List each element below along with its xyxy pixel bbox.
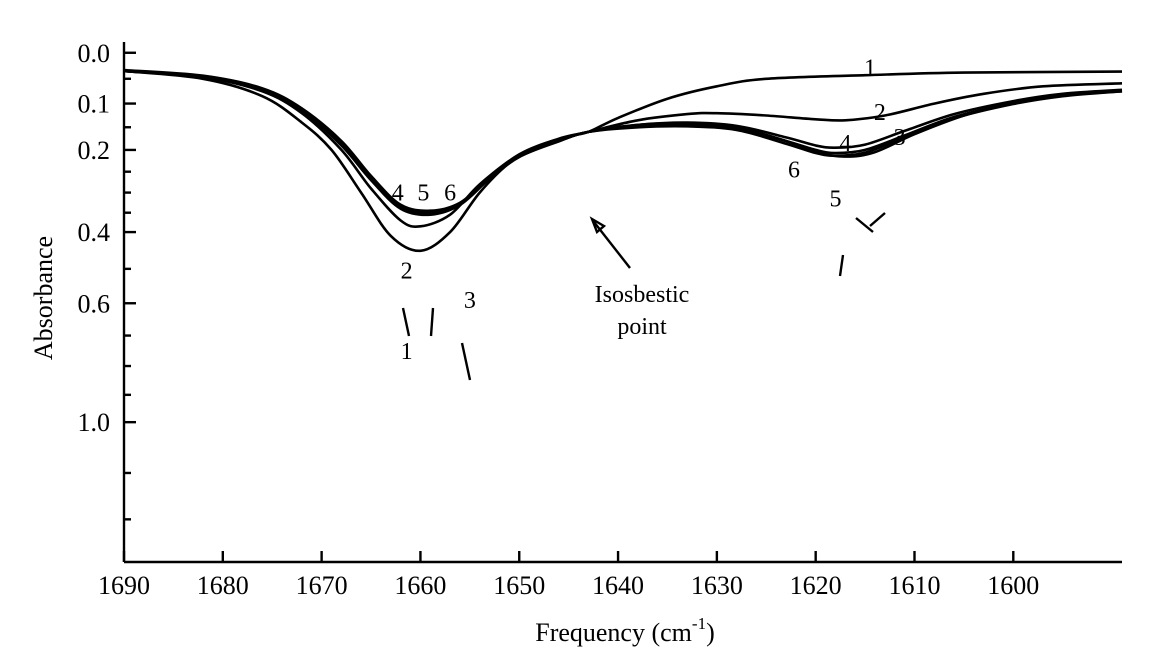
curve-label-4: 4 (392, 181, 404, 207)
isosbestic-label-line1: Isosbestic (595, 282, 690, 308)
spectrum-curve-4 (123, 68, 1123, 213)
curve-label-3: 3 (894, 125, 906, 151)
pointer-4-right (855, 217, 874, 233)
spectrum-curve-6 (123, 69, 1123, 215)
pointer-3-left (460, 342, 472, 381)
x-axis-title-sup: -1 (692, 614, 706, 633)
x-axis-title: Frequency (cm-1) (535, 614, 715, 647)
curve-label-5: 5 (829, 187, 841, 213)
x-tick-label: 1660 (394, 571, 446, 600)
curve-label-6: 6 (788, 158, 800, 184)
x-tick-label: 1640 (592, 571, 644, 600)
x-tick-label: 1650 (493, 571, 545, 600)
curve-label-1: 1 (401, 339, 413, 365)
curve-label-2: 2 (874, 100, 886, 126)
curve-label-3: 3 (464, 288, 476, 314)
curve-label-4: 4 (839, 131, 851, 157)
y-tick-label: 0.0 (78, 39, 111, 68)
isosbestic-label-line2: point (617, 314, 667, 340)
curve-label-1: 1 (864, 55, 876, 81)
axes (122, 42, 1122, 564)
curve-label-5: 5 (417, 181, 429, 207)
spectrum-curve-1 (123, 69, 1123, 253)
x-axis-title-close: ) (706, 618, 715, 647)
x-tick-label: 1630 (691, 571, 743, 600)
spectra-curves (123, 68, 1123, 253)
label-pointers (401, 212, 886, 381)
x-tick-label: 1690 (98, 571, 150, 600)
spectrum-curve-5 (123, 69, 1123, 215)
x-tick-label: 1610 (888, 571, 940, 600)
curve-label-6: 6 (444, 181, 456, 207)
pointer-5-right (838, 254, 845, 277)
y-axis-title: Absorbance (29, 236, 58, 360)
pointer-4-left (401, 307, 411, 337)
x-tick-label: 1670 (296, 571, 348, 600)
x-tick-label: 1680 (197, 571, 249, 600)
x-tick-label: 1620 (790, 571, 842, 600)
y-tick-label: 0.1 (78, 90, 111, 119)
pointer-isosbestic-head (589, 216, 607, 235)
x-tick-label: 1600 (987, 571, 1039, 600)
y-tick-label: 1.0 (78, 408, 111, 437)
y-ticks: 0.0 0.1 0.2 0.4 0.6 1.0 (78, 39, 136, 521)
pointer-3-right (869, 212, 886, 227)
x-axis-title-main: Frequency (cm (535, 618, 692, 647)
y-tick-label: 0.6 (78, 289, 111, 318)
y-tick-label: 0.2 (78, 136, 111, 165)
curve-label-2: 2 (401, 259, 413, 285)
x-ticks: 1690 1680 1670 1660 1650 1640 1630 1620 1610 1600 (98, 551, 1039, 600)
y-tick-label: 0.4 (78, 218, 111, 247)
pointer-5-left (429, 307, 435, 337)
